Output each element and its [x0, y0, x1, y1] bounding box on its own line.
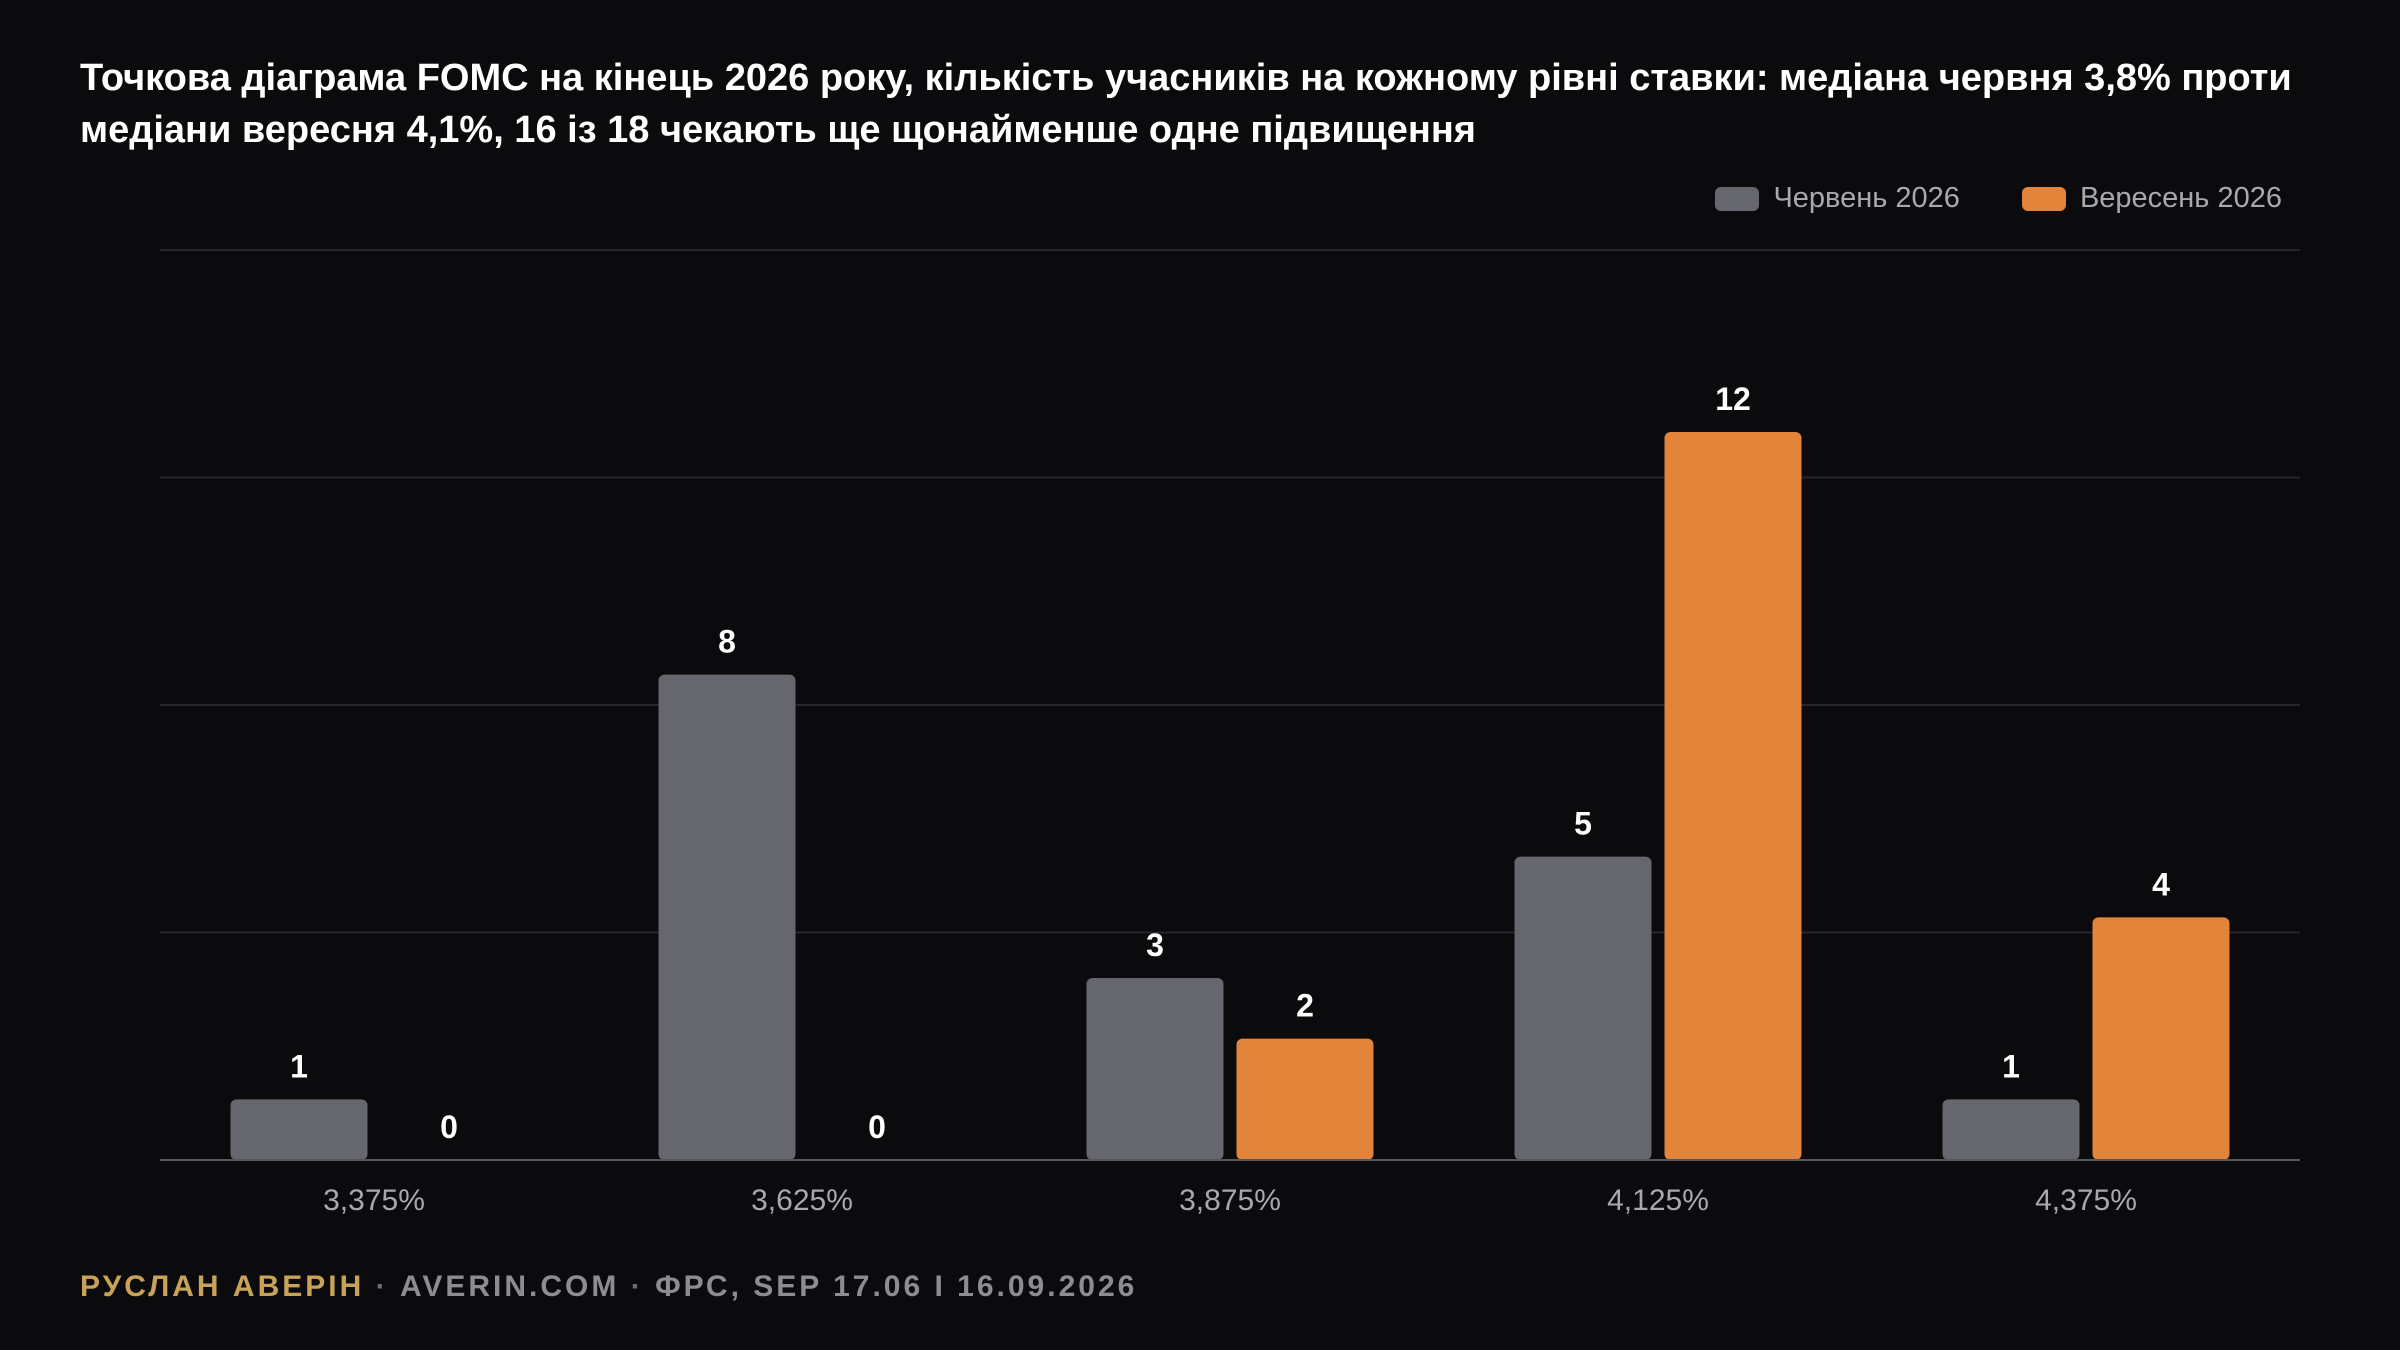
x-tick-label: 4,375%	[2035, 1184, 2137, 1217]
data-label: 5	[1574, 806, 1592, 842]
data-label: 3	[1146, 927, 1164, 963]
footer-separator: ·	[619, 1270, 656, 1303]
legend-label-september: Вересень 2026	[2079, 182, 2282, 214]
footer-site: AVERIN.COM	[399, 1270, 620, 1303]
bar-june	[1942, 1099, 2080, 1160]
legend-item-june: Червень 2026	[1715, 182, 1960, 215]
legend: Червень 2026 Вересень 2026	[1715, 182, 2282, 215]
legend-label-june: Червень 2026	[1773, 182, 1960, 214]
footer-separator: ·	[364, 1270, 400, 1303]
x-tick-label: 3,875%	[1179, 1184, 1281, 1217]
footer: РУСЛАН АВЕРІН · AVERIN.COM · ФРС, SEP 17…	[80, 1270, 1137, 1304]
bar-june	[230, 1099, 368, 1160]
legend-item-september: Вересень 2026	[2021, 182, 2282, 215]
bar-september	[1236, 1038, 1374, 1160]
x-tick-label: 3,375%	[323, 1184, 425, 1217]
footer-source: ФРС, SEP 17.06 І 16.09.2026	[655, 1270, 1138, 1303]
footer-author: РУСЛАН АВЕРІН	[80, 1270, 365, 1303]
bar-september	[2092, 917, 2230, 1160]
legend-swatch-september	[2021, 186, 2066, 211]
data-label: 0	[868, 1109, 886, 1145]
bar-june	[1514, 856, 1652, 1160]
bar-june	[658, 674, 796, 1160]
bar-june	[1086, 978, 1224, 1160]
x-tick-label: 3,625%	[751, 1184, 853, 1217]
data-label: 8	[718, 624, 736, 660]
x-tick-label: 4,125%	[1607, 1184, 1709, 1217]
legend-swatch-june	[1715, 186, 1760, 211]
data-label: 1	[2002, 1048, 2020, 1084]
data-label: 4	[2152, 866, 2170, 902]
chart-title: Точкова діаграма FOMC на кінець 2026 рок…	[80, 57, 2292, 151]
data-label: 1	[290, 1048, 308, 1084]
data-label: 12	[1715, 381, 1751, 417]
bar-september	[1664, 432, 1802, 1160]
data-label: 2	[1296, 988, 1314, 1024]
data-label: 0	[440, 1109, 458, 1145]
